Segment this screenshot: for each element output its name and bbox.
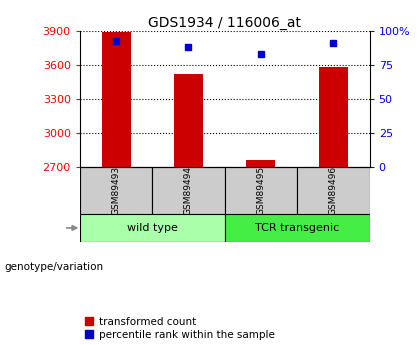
Bar <box>225 167 297 214</box>
Bar <box>152 167 225 214</box>
Text: wild type: wild type <box>127 223 178 233</box>
Text: TCR transgenic: TCR transgenic <box>255 223 339 233</box>
Text: GSM89493: GSM89493 <box>112 166 121 215</box>
Bar <box>102 32 131 167</box>
Text: GSM89494: GSM89494 <box>184 166 193 215</box>
Text: GSM89495: GSM89495 <box>257 166 265 215</box>
Bar <box>80 214 225 242</box>
Bar <box>80 167 152 214</box>
Text: GSM89496: GSM89496 <box>329 166 338 215</box>
Bar <box>225 214 370 242</box>
Bar <box>247 160 276 167</box>
Title: GDS1934 / 116006_at: GDS1934 / 116006_at <box>148 16 301 30</box>
Bar <box>174 74 203 167</box>
Text: genotype/variation: genotype/variation <box>4 263 103 272</box>
Bar <box>319 67 348 167</box>
Bar <box>297 167 370 214</box>
Legend: transformed count, percentile rank within the sample: transformed count, percentile rank withi… <box>85 317 274 340</box>
